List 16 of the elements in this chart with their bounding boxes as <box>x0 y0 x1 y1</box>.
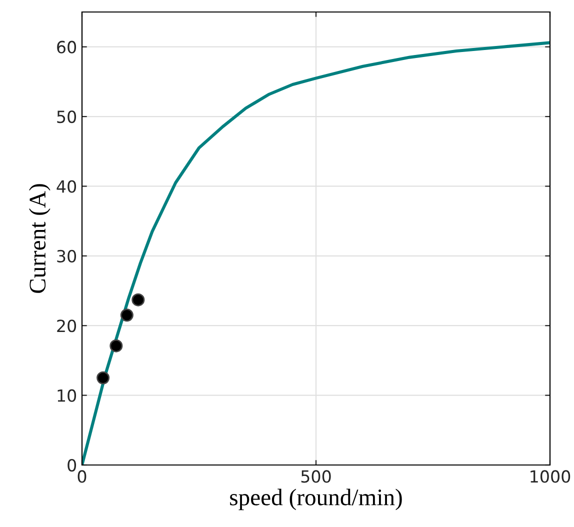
point <box>96 371 110 384</box>
y-tick-label: 30 <box>57 250 76 262</box>
y-tick-label: 60 <box>57 40 76 54</box>
x-tick-label: 1000 <box>530 470 570 483</box>
point <box>110 339 123 352</box>
y-tick-label: 40 <box>56 180 76 193</box>
x-axis-title: speed (round/min) <box>230 488 402 510</box>
x-tick-label: 500 <box>301 470 331 483</box>
y-tick-label: 20 <box>57 320 76 332</box>
y-tick-label: 0 <box>68 458 76 472</box>
point <box>120 308 134 322</box>
y-axis-title: Current (A) <box>28 184 50 293</box>
y-tick-label: 10 <box>58 389 76 402</box>
y-tick-label: 50 <box>57 110 76 124</box>
point <box>132 293 145 306</box>
x-tick-label: 0 <box>78 470 86 483</box>
